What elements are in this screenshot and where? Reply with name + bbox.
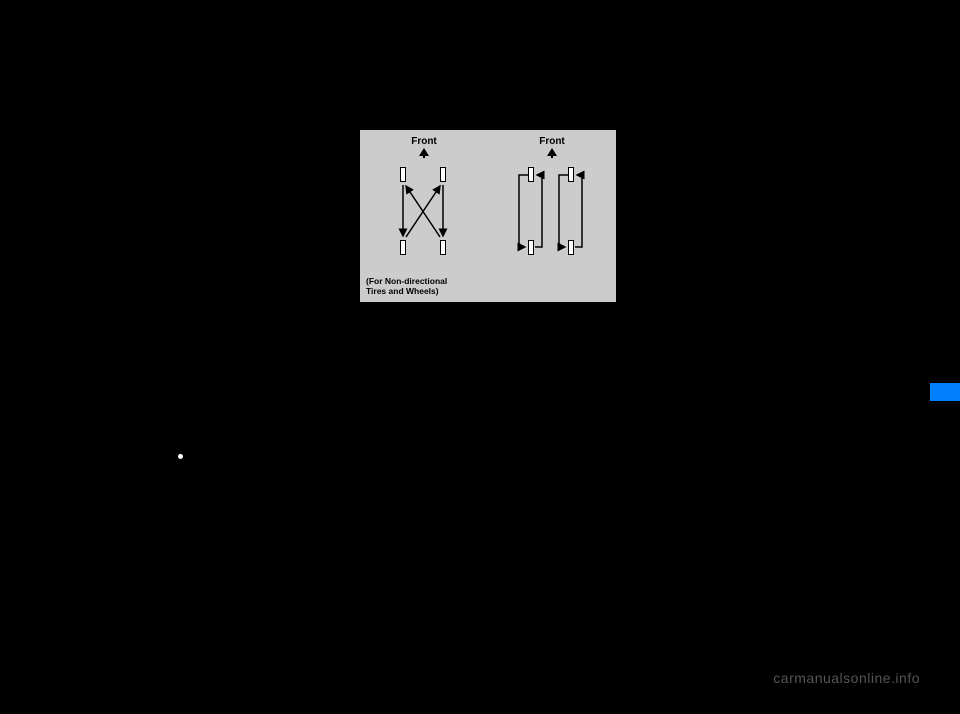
section-tab: [930, 383, 960, 401]
caption-directional: (For Directional Tires and Wheels): [620, 255, 664, 296]
caption-line: (For Directional: [620, 255, 664, 275]
page-content: Front: [80, 130, 880, 310]
caption-line: Tires and Wheels): [366, 286, 439, 296]
diagram-non-directional: Front: [360, 130, 488, 302]
tire-rotation-diagram: Front: [360, 130, 616, 302]
caption-line: Tires and Wheels): [620, 276, 658, 296]
bullet-icon: [178, 454, 183, 459]
column-1: [80, 130, 330, 310]
caption-non-directional: (For Non-directional Tires and Wheels): [366, 276, 447, 296]
columns: Front: [80, 130, 880, 310]
column-3: [650, 130, 870, 310]
rotation-arrows-straight: [488, 130, 616, 302]
column-2: Front: [360, 130, 620, 310]
diagram-directional: Front: [488, 130, 616, 302]
watermark: carmanualsonline.info: [773, 670, 920, 686]
caption-line: (For Non-directional: [366, 276, 447, 286]
